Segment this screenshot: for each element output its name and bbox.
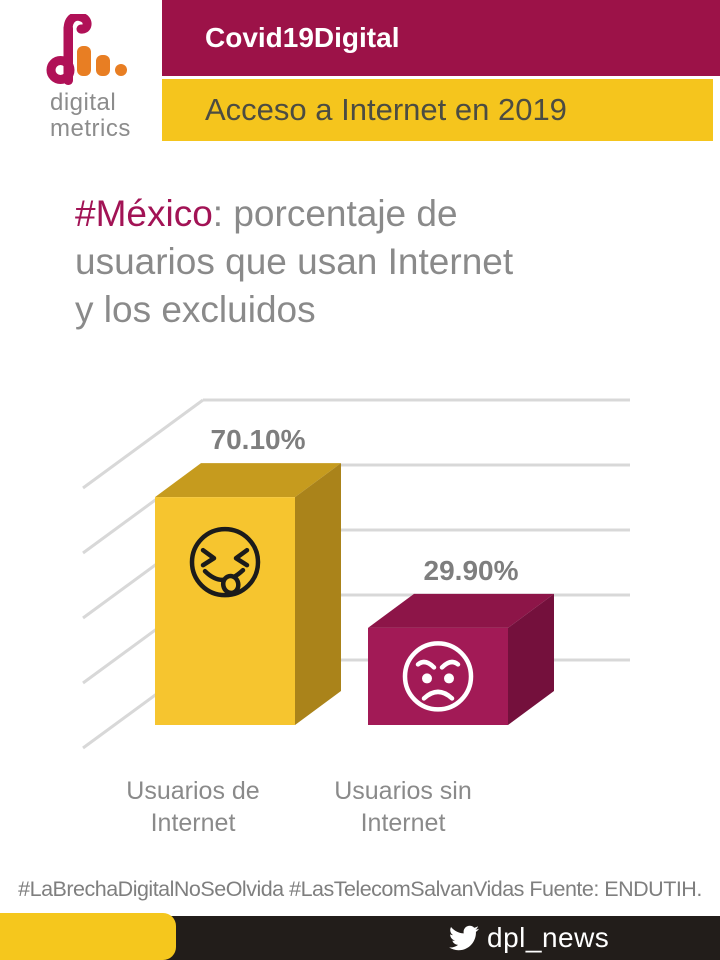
winking-tongue-emoji-icon xyxy=(189,526,261,598)
emoji-left-eye xyxy=(200,547,217,568)
emoji-right-brow xyxy=(439,659,461,670)
campaign-title: Covid19Digital xyxy=(205,22,400,53)
emoji-face-outline xyxy=(402,641,474,712)
title-line-3: y los excluidos xyxy=(75,289,316,330)
category-label-usuarios-sin-internet: Usuarios sin Internet xyxy=(334,777,472,837)
twitter-icon xyxy=(449,925,479,951)
campaign-banner: Covid19Digital xyxy=(162,0,720,76)
bar-1-front-face xyxy=(368,627,508,725)
category-label-usuarios-de-internet: Usuarios de Internet xyxy=(126,777,260,837)
emoji-tongue xyxy=(220,573,241,596)
title-line1-rest: : porcentaje de xyxy=(212,193,458,234)
emoji-right-eye xyxy=(233,547,250,568)
bar-1-side-face xyxy=(508,593,554,725)
digital-metrics-logo-icon xyxy=(46,14,127,85)
logo-wordmark: digital metrics xyxy=(50,90,131,142)
footer-yellow-tab xyxy=(0,913,176,960)
bar-0-top-face xyxy=(155,463,341,498)
bar-1-top-face xyxy=(368,593,554,628)
page-title: #México: porcentaje de usuarios que usan… xyxy=(75,190,635,334)
bar-0-side-face xyxy=(295,463,341,725)
bar-chart-3d: 70.10% 29.90% xyxy=(82,398,630,750)
logo-word-digital: digital xyxy=(50,89,117,116)
bar-0-front-face xyxy=(155,497,295,725)
title-line-2: usuarios que usan Internet xyxy=(75,241,514,282)
topic-banner: Acceso a Internet en 2019 xyxy=(162,79,713,141)
emoji-frown xyxy=(421,689,455,701)
emoji-left-brow xyxy=(415,659,437,670)
bar-value-label: 29.90% xyxy=(424,555,519,586)
angry-emoji-icon xyxy=(402,641,474,712)
emoji-right-eye xyxy=(444,673,454,684)
emoji-face-outline xyxy=(189,526,261,598)
logo-word-metrics: metrics xyxy=(50,115,131,142)
topic-title: Acceso a Internet en 2019 xyxy=(205,92,567,127)
gridline xyxy=(82,398,204,490)
title-hashtag: #México xyxy=(75,193,213,234)
footer-hashtags-source: #LaBrechaDigitalNoSeOlvida #LasTelecomSa… xyxy=(18,877,702,901)
emoji-left-eye xyxy=(422,673,432,684)
chart-bars xyxy=(155,463,554,725)
bar-value-label: 70.10% xyxy=(211,424,306,455)
twitter-handle: dpl_news xyxy=(487,922,610,953)
title-line-1: #México: porcentaje de xyxy=(75,190,635,238)
